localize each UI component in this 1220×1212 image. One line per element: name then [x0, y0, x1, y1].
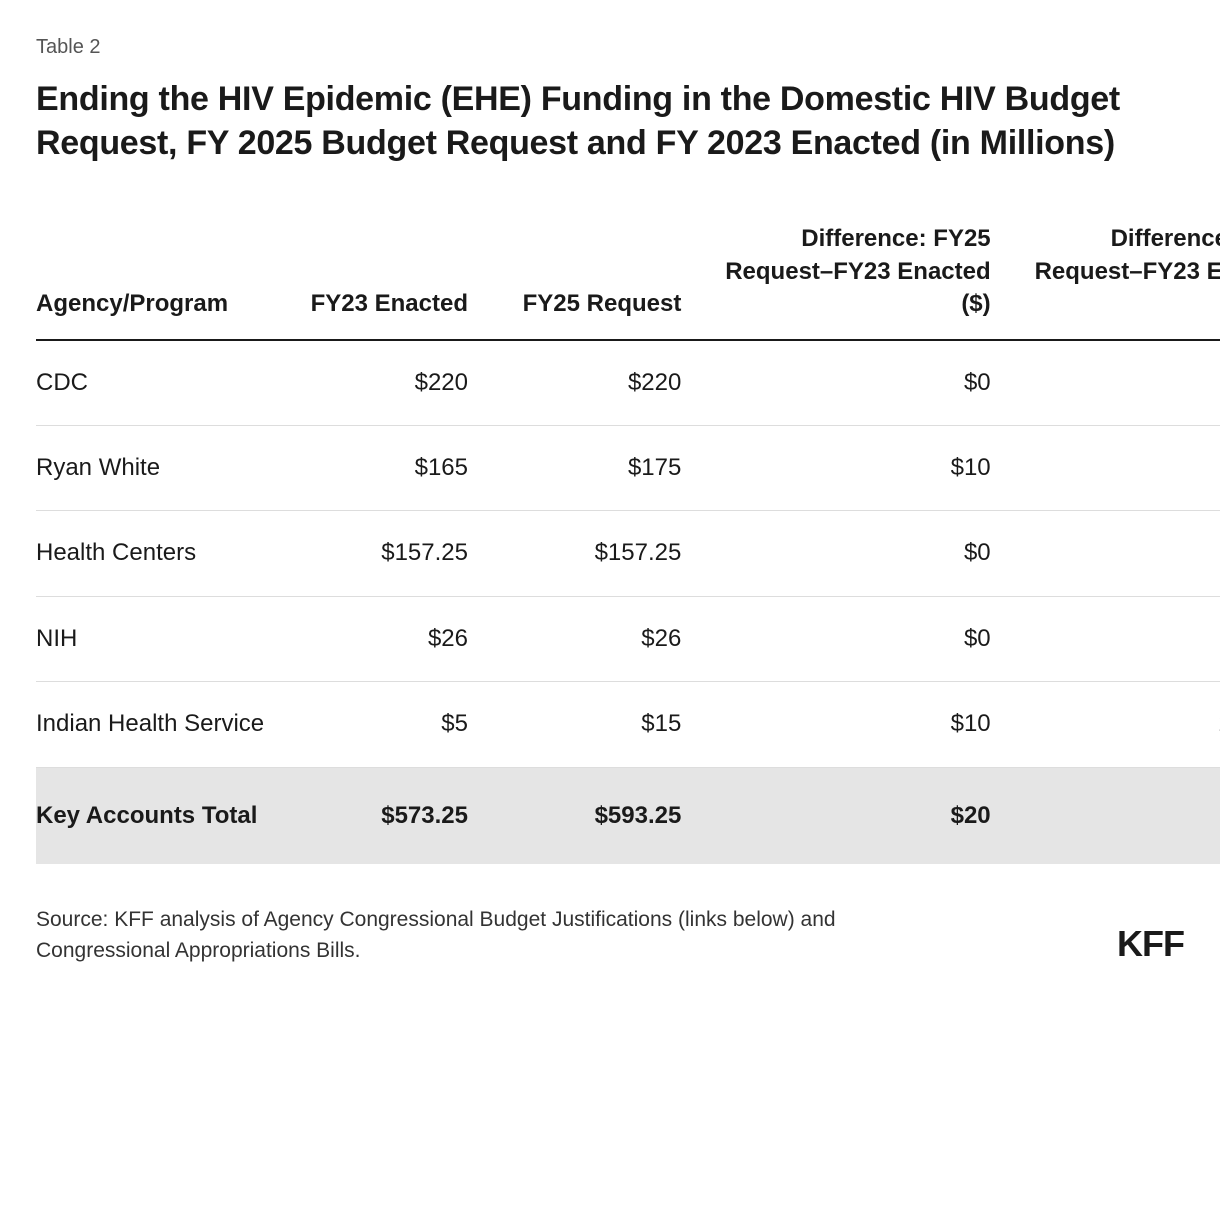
- cell-agency: CDC: [36, 340, 292, 426]
- page-title: Ending the HIV Epidemic (EHE) Funding in…: [36, 77, 1184, 165]
- kff-logo: KFF: [1117, 923, 1184, 967]
- col-header-diff-p: Difference: FY25 Request–FY23 Enacted (%…: [1007, 213, 1220, 339]
- cell-total-diff-p: 3.5%: [1007, 767, 1220, 864]
- table-scroll-region[interactable]: Agency/Program FY23 Enacted FY25 Request…: [36, 213, 1220, 864]
- cell-agency: Ryan White: [36, 425, 292, 510]
- cell-fy23: $165: [292, 425, 484, 510]
- cell-diff-p: 200.0%: [1007, 682, 1220, 767]
- cell-diff-p: 6.1%: [1007, 425, 1220, 510]
- cell-diff-d: $0: [697, 596, 1006, 681]
- cell-fy23: $157.25: [292, 511, 484, 596]
- table-header-row: Agency/Program FY23 Enacted FY25 Request…: [36, 213, 1220, 339]
- table-row: Indian Health Service $5 $15 $10 200.0%: [36, 682, 1220, 767]
- cell-diff-d: $0: [697, 511, 1006, 596]
- table-total-row: Key Accounts Total $573.25 $593.25 $20 3…: [36, 767, 1220, 864]
- table-row: CDC $220 $220 $0 0.0%: [36, 340, 1220, 426]
- cell-fy25: $175: [484, 425, 697, 510]
- cell-diff-d: $10: [697, 425, 1006, 510]
- source-note: Source: KFF analysis of Agency Congressi…: [36, 904, 936, 967]
- cell-agency: Health Centers: [36, 511, 292, 596]
- cell-agency: Indian Health Service: [36, 682, 292, 767]
- cell-diff-p: 0.0%: [1007, 511, 1220, 596]
- cell-diff-p: 0.0%: [1007, 596, 1220, 681]
- cell-diff-p: 0.0%: [1007, 340, 1220, 426]
- col-header-fy23: FY23 Enacted: [292, 213, 484, 339]
- funding-table: Agency/Program FY23 Enacted FY25 Request…: [36, 213, 1220, 864]
- col-header-diff-d: Difference: FY25 Request–FY23 Enacted ($…: [697, 213, 1006, 339]
- cell-fy25: $15: [484, 682, 697, 767]
- cell-fy25: $220: [484, 340, 697, 426]
- cell-diff-d: $0: [697, 340, 1006, 426]
- table-number-label: Table 2: [36, 36, 1184, 59]
- cell-total-label: Key Accounts Total: [36, 767, 292, 864]
- cell-total-fy23: $573.25: [292, 767, 484, 864]
- cell-total-diff-d: $20: [697, 767, 1006, 864]
- cell-total-fy25: $593.25: [484, 767, 697, 864]
- cell-fy25: $26: [484, 596, 697, 681]
- col-header-agency: Agency/Program: [36, 213, 292, 339]
- cell-fy23: $26: [292, 596, 484, 681]
- col-header-fy25: FY25 Request: [484, 213, 697, 339]
- cell-diff-d: $10: [697, 682, 1006, 767]
- table-row: NIH $26 $26 $0 0.0%: [36, 596, 1220, 681]
- cell-fy23: $220: [292, 340, 484, 426]
- cell-fy23: $5: [292, 682, 484, 767]
- table-row: Ryan White $165 $175 $10 6.1%: [36, 425, 1220, 510]
- cell-fy25: $157.25: [484, 511, 697, 596]
- cell-agency: NIH: [36, 596, 292, 681]
- table-row: Health Centers $157.25 $157.25 $0 0.0%: [36, 511, 1220, 596]
